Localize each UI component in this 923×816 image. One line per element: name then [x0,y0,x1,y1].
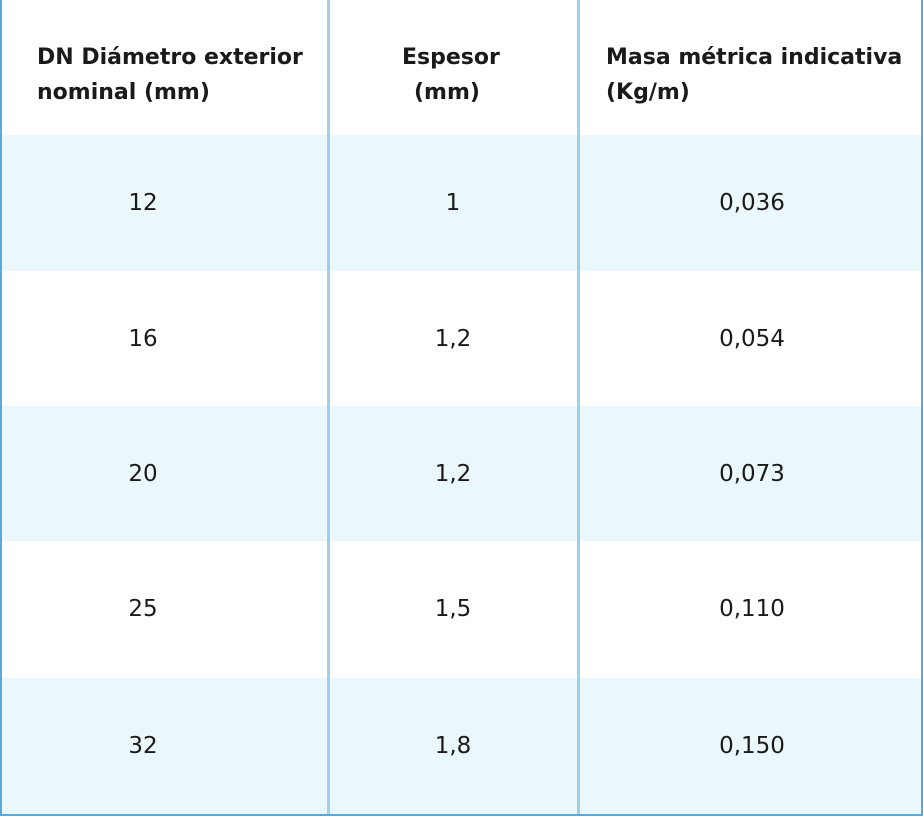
table-row [2,135,921,271]
header-text: (mm) [414,80,480,105]
table-cell: 20 [128,461,158,487]
header-text: Espesor [402,45,500,70]
header-text: (Kg/m) [606,80,690,105]
table-cell: 0,036 [719,190,785,216]
table-cell: 0,054 [719,326,785,352]
table-cell: 0,110 [719,596,785,622]
table-cell: 1,2 [434,326,472,352]
table-cell: 1,5 [434,596,472,622]
table-cell: 1,8 [434,733,472,759]
header-text: Masa métrica indicativa [606,45,903,70]
header-text: DN Diámetro exterior [37,45,303,70]
table-cell: 25 [128,596,158,622]
table-row [2,678,921,814]
header-text: nominal (mm) [37,80,210,105]
table-cell: 1 [445,190,461,216]
table-cell: 16 [128,326,158,352]
table-cell: 0,150 [719,733,785,759]
column-divider [577,0,580,814]
table-row [2,406,921,541]
table-cell: 1,2 [434,461,472,487]
table-cell: 0,073 [719,461,785,487]
column-divider [327,0,330,814]
header-cell: DN Diámetro exterior nominal (mm) [37,40,303,110]
header-cell: Masa métrica indicativa (Kg/m) [606,40,902,110]
header-cell: Espesor (mm) [402,40,500,110]
table-cell: 32 [128,733,158,759]
table-cell: 12 [128,190,158,216]
